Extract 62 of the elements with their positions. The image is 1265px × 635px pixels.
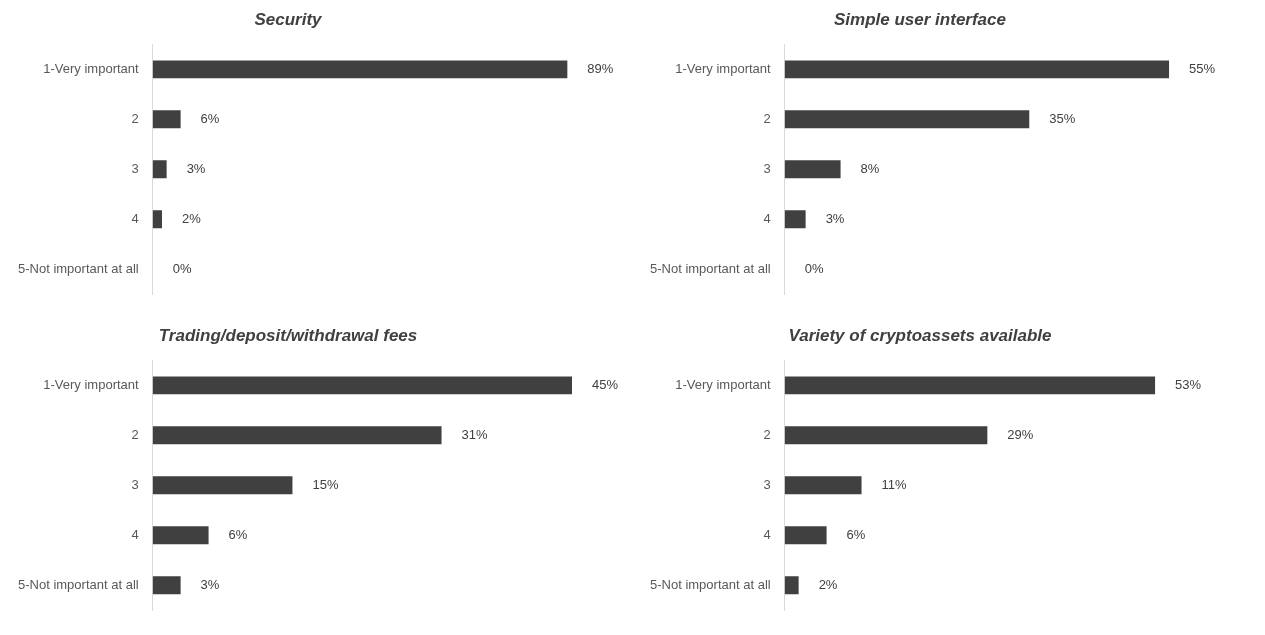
y-tick-label: 1-Very important — [675, 376, 772, 392]
data-label: 53% — [1175, 376, 1202, 392]
bar — [784, 476, 862, 495]
data-label: 3% — [186, 160, 206, 176]
y-tick-label: 2 — [763, 426, 771, 442]
data-label: 2% — [181, 210, 202, 226]
y-tick-label: 1-Very important — [43, 60, 140, 76]
bar — [152, 426, 442, 445]
data-label: 6% — [228, 526, 248, 542]
bar — [152, 576, 181, 595]
y-tick-label: 5-Not important at all — [17, 576, 139, 592]
data-label: 3% — [825, 210, 845, 226]
y-tick-label: 5-Not important at all — [649, 260, 771, 276]
bar — [784, 160, 841, 179]
y-tick-label: 4 — [763, 210, 771, 226]
data-label: 8% — [860, 160, 880, 176]
y-tick-label: 3 — [763, 476, 771, 492]
bar — [784, 576, 799, 595]
y-tick-label: 3 — [131, 160, 139, 176]
y-tick-label: 1-Very important — [43, 376, 140, 392]
y-tick-label: 1-Very important — [675, 60, 772, 76]
chart-title: Variety of cryptoassets available — [788, 325, 1052, 345]
chart-title: Security — [254, 9, 324, 29]
data-label: 31% — [461, 426, 488, 442]
data-label: 3% — [200, 576, 220, 592]
y-tick-label: 5-Not important at all — [17, 260, 139, 276]
y-tick-label: 2 — [763, 110, 771, 126]
bar — [152, 160, 167, 179]
data-label: 2% — [818, 576, 838, 592]
bar — [152, 210, 162, 229]
data-label: 6% — [846, 526, 866, 542]
bar — [784, 210, 806, 229]
data-label: 29% — [1007, 426, 1034, 442]
bar — [784, 426, 988, 445]
y-tick-label: 4 — [131, 210, 139, 226]
bar — [152, 526, 209, 545]
y-tick-label: 2 — [131, 110, 139, 126]
bar — [784, 60, 1170, 79]
data-label: 89% — [587, 60, 614, 76]
data-label: 6% — [200, 110, 220, 126]
bar — [784, 376, 1156, 395]
y-tick-label: 4 — [131, 526, 139, 542]
chart-title: Trading/deposit/withdrawal fees — [158, 325, 418, 345]
data-label: 55% — [1189, 60, 1216, 76]
y-tick-label: 5-Not important at all — [649, 576, 771, 592]
y-tick-label: 4 — [763, 526, 771, 542]
bar — [152, 110, 181, 129]
bar — [152, 476, 293, 495]
data-label: 15% — [312, 476, 339, 492]
data-label: 11% — [881, 476, 908, 492]
y-tick-label: 2 — [131, 426, 139, 442]
y-tick-label: 3 — [131, 476, 139, 492]
bar — [152, 376, 572, 395]
data-label: 0% — [804, 260, 824, 276]
data-label: 45% — [592, 376, 619, 392]
chart-title: Simple user interface — [834, 9, 1006, 29]
bar — [784, 526, 827, 545]
bar — [152, 60, 568, 79]
data-label: 0% — [172, 260, 192, 276]
y-tick-label: 3 — [763, 160, 771, 176]
bar — [784, 110, 1030, 129]
data-label: 35% — [1049, 110, 1076, 126]
